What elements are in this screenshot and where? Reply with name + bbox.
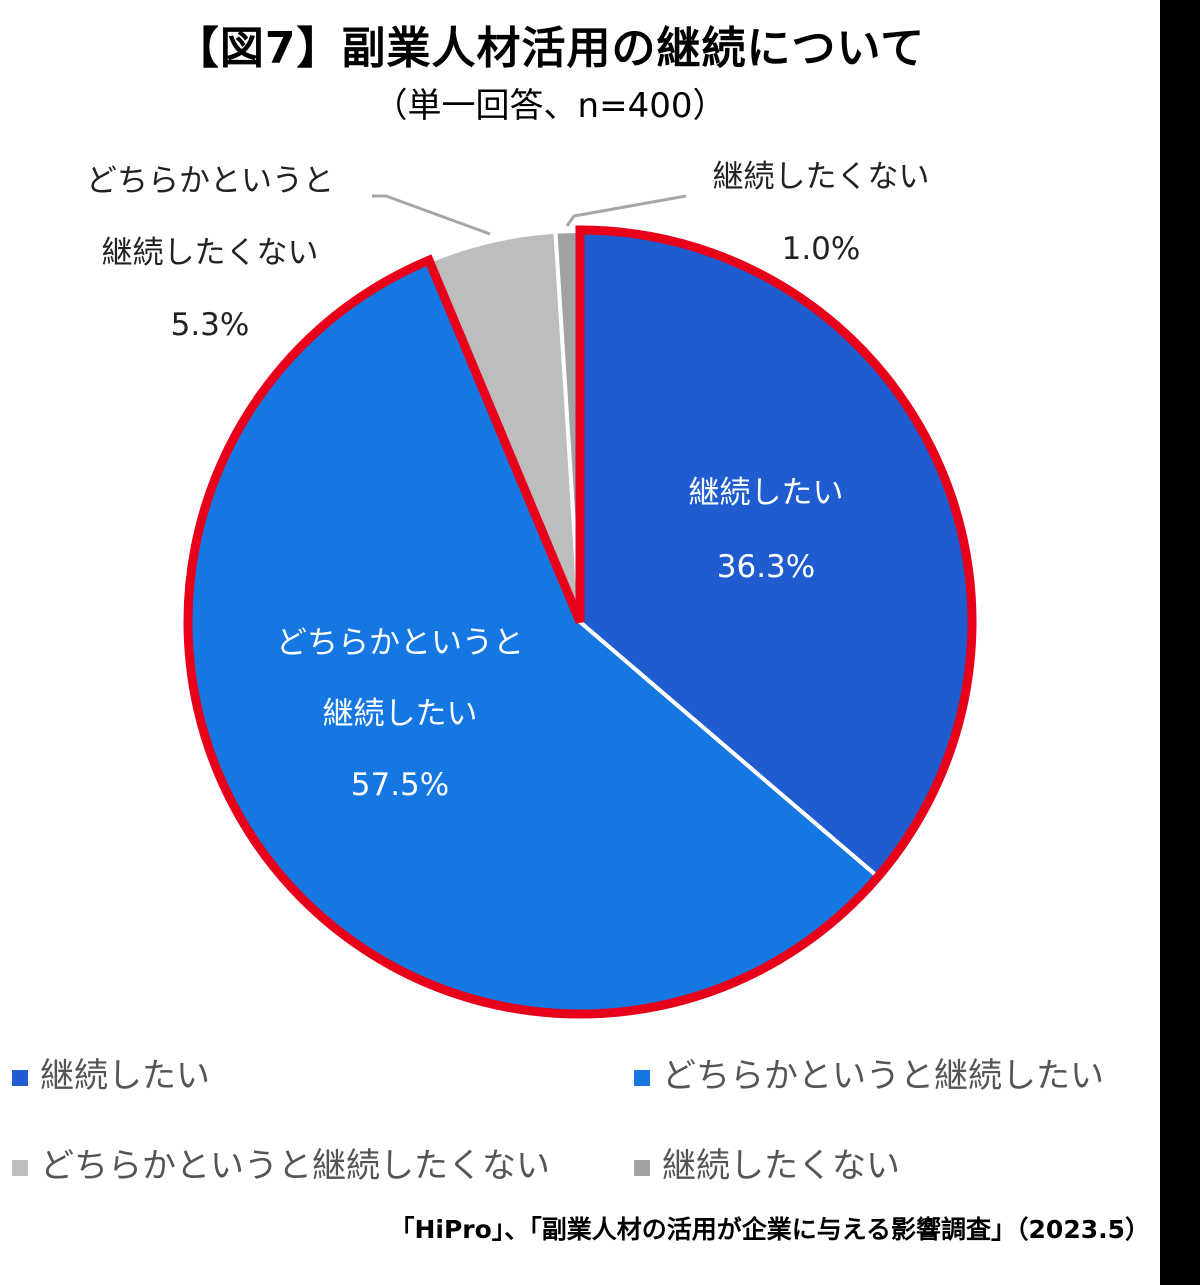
slice-label-dochiraka-shitai: どちらかというと 継続したい 57.5% bbox=[276, 625, 524, 803]
slice-label-shitakunai: 継続したくない 1.0% bbox=[712, 159, 930, 267]
chart-title: 【図7】副業人材活用の継続について bbox=[174, 23, 926, 74]
legend-swatch-icon bbox=[634, 1069, 650, 1086]
highlight-outline bbox=[183, 225, 977, 1019]
leader-line-s4 bbox=[565, 194, 687, 227]
legend-swatch-icon bbox=[12, 1069, 28, 1086]
slice-label-keizoku-shitai: 継続したい 36.3% bbox=[688, 475, 844, 585]
legend-swatch-icon bbox=[634, 1159, 650, 1176]
legend-item-shitakunai: 継続したくない bbox=[634, 1138, 900, 1187]
leader-line-s3 bbox=[372, 194, 491, 236]
legend-item-dochiraka-shitakunai: どちらかというと継続したくない bbox=[12, 1138, 550, 1187]
legend-item-keizoku-shitai: 継続したい bbox=[12, 1048, 210, 1097]
source-note: 「HiPro」、「副業人材の活用が企業に与える影響調査」（2023.5） bbox=[389, 1215, 1150, 1244]
right-edge-bar bbox=[1160, 0, 1200, 1285]
legend-swatch-icon bbox=[12, 1159, 28, 1176]
slice-label-dochiraka-shitakunai: どちらかというと 継続したくない 5.3% bbox=[86, 163, 334, 343]
chart-subtitle: （単一回答、n=400） bbox=[373, 86, 727, 126]
legend-item-dochiraka-shitai: どちらかというと継続したい bbox=[634, 1048, 1104, 1097]
